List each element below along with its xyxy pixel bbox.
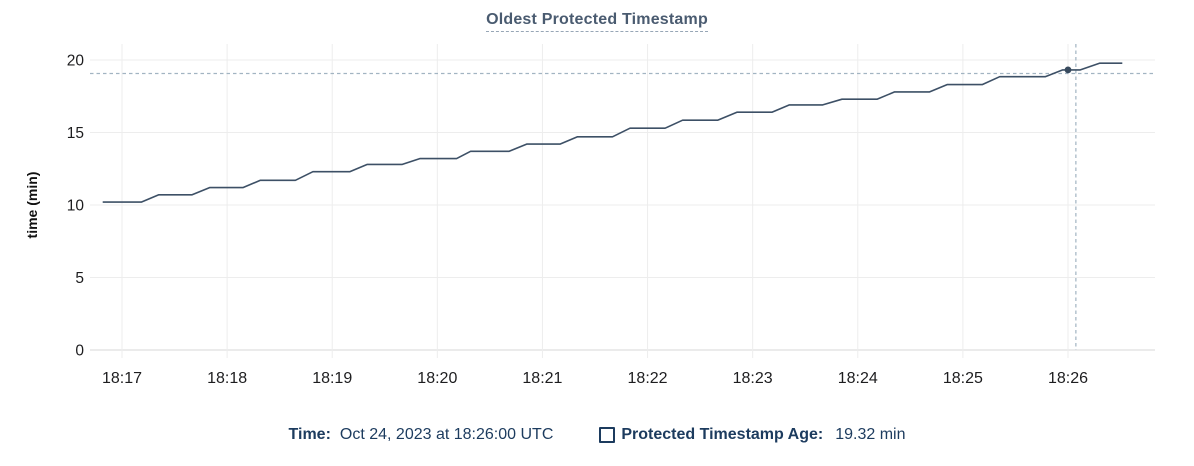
legend-series-value: 19.32 min	[835, 426, 906, 443]
chart-title-text[interactable]: Oldest Protected Timestamp	[486, 11, 708, 32]
legend-time-key: Time:	[288, 426, 331, 443]
x-tick-label: 18:23	[733, 370, 773, 387]
x-tick-label: 18:19	[312, 370, 352, 387]
legend-bar: Time: Oct 24, 2023 at 18:26:00 UTC Prote…	[0, 425, 1194, 444]
x-tick-label: 18:18	[207, 370, 247, 387]
y-tick-label: 20	[67, 53, 85, 70]
y-tick-label: 0	[75, 343, 84, 360]
x-tick-label: 18:26	[1048, 370, 1088, 387]
legend-time-value: Oct 24, 2023 at 18:26:00 UTC	[339, 426, 554, 443]
x-tick-label: 18:22	[628, 370, 668, 387]
x-tick-label: 18:21	[522, 370, 562, 387]
series-line	[102, 62, 1123, 203]
y-tick-label: 5	[75, 270, 84, 287]
series-toggle-checkbox[interactable]	[599, 426, 616, 443]
chart-title: Oldest Protected Timestamp	[0, 11, 1194, 32]
x-tick-label: 18:24	[838, 370, 878, 387]
x-tick-label: 18:20	[417, 370, 457, 387]
x-tick-label: 18:25	[943, 370, 983, 387]
x-tick-label: 18:17	[102, 370, 142, 387]
y-tick-label: 10	[67, 198, 85, 215]
legend-series-key[interactable]: Protected Timestamp Age:	[621, 426, 824, 443]
hover-point-dot	[1064, 66, 1072, 74]
plot-area[interactable]: 0 5 10 15 20 18:17 18:18 18:19 18:20 18:21 18:22 18…	[0, 0, 1194, 412]
y-tick-label: 15	[67, 125, 84, 142]
